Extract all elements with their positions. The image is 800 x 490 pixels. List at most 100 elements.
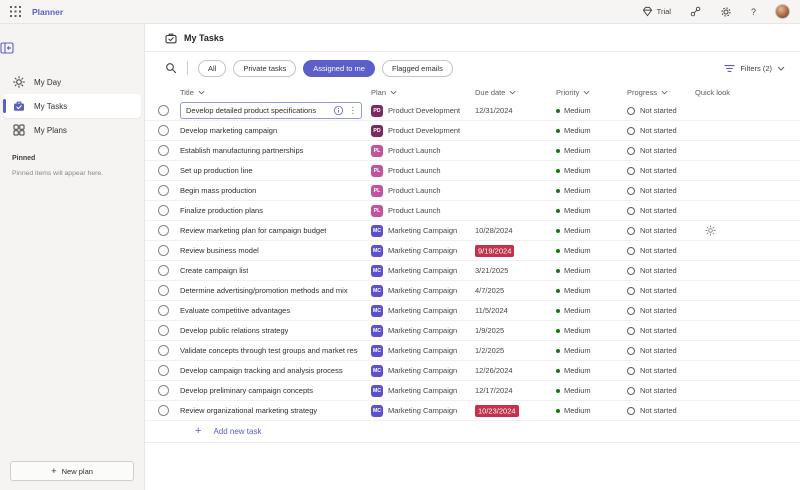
column-header-priority[interactable]: Priority [551,88,622,97]
task-due-date[interactable]: 11/5/2024 [470,306,551,315]
task-progress[interactable]: Not started [622,386,690,395]
table-row[interactable]: Set up production line ⋮ PL Product Laun… [145,161,800,181]
radio-circle-icon[interactable] [158,145,169,156]
task-complete-circle[interactable] [151,205,175,216]
task-title-cell[interactable]: Review organizational marketing strategy… [175,401,366,420]
task-plan[interactable]: PL Product Launch [366,165,470,177]
search-icon[interactable] [165,62,177,74]
radio-circle-icon[interactable] [158,365,169,376]
radio-circle-icon[interactable] [158,265,169,276]
task-due-date[interactable]: 10/23/2024 [470,406,551,415]
trial-badge[interactable]: Trial [642,6,671,17]
task-priority[interactable]: Medium [551,266,622,275]
column-header-title[interactable]: Title [175,88,366,97]
task-progress[interactable]: Not started [622,266,690,275]
task-priority[interactable]: Medium [551,286,622,295]
task-progress[interactable]: Not started [622,106,690,115]
task-due-date[interactable]: 9/19/2024 [470,246,551,255]
task-priority[interactable]: Medium [551,166,622,175]
table-row[interactable]: Develop marketing campaign ⋮ PD Product … [145,121,800,141]
task-title-cell[interactable]: Validate concepts through test groups an… [175,341,366,360]
task-title-cell[interactable]: Finalize production plans ⋮ [175,201,366,220]
task-title-cell[interactable]: Develop campaign tracking and analysis p… [175,361,366,380]
task-plan[interactable]: MC Marketing Campaign [366,405,470,417]
task-quick-look[interactable] [690,385,800,396]
column-header-progress[interactable]: Progress [622,88,690,97]
task-plan[interactable]: MC Marketing Campaign [366,385,470,397]
sidebar-item-my-tasks[interactable]: My Tasks [3,94,141,118]
task-priority[interactable]: Medium [551,186,622,195]
pill-flagged-emails[interactable]: Flagged emails [382,60,453,77]
task-due-date[interactable]: 4/7/2025 [470,286,551,295]
task-progress[interactable]: Not started [622,166,690,175]
table-row[interactable]: Establish manufacturing partnerships ⋮ P… [145,141,800,161]
sidebar-item-my-day[interactable]: My Day [3,70,141,94]
pill-assigned-to-me[interactable]: Assigned to me [303,60,375,77]
task-title-cell[interactable]: Develop preliminary campaign concepts ⋮ [175,381,366,400]
task-complete-circle[interactable] [151,185,175,196]
table-row[interactable]: Review marketing plan for campaign budge… [145,221,800,241]
task-title-cell[interactable]: Evaluate competitive advantages ⋮ [175,301,366,320]
task-priority[interactable]: Medium [551,226,622,235]
column-header-plan[interactable]: Plan [366,88,470,97]
radio-circle-icon[interactable] [158,285,169,296]
table-row[interactable]: Review organizational marketing strategy… [145,401,800,421]
task-progress[interactable]: Not started [622,366,690,375]
task-title-cell[interactable]: Develop detailed product specifications … [175,101,366,120]
help-icon[interactable]: ? [751,7,756,17]
task-plan[interactable]: MC Marketing Campaign [366,265,470,277]
task-due-date[interactable]: 10/28/2024 [470,226,551,235]
radio-circle-icon[interactable] [158,205,169,216]
task-quick-look[interactable] [690,365,800,376]
task-complete-circle[interactable] [151,165,175,176]
radio-circle-icon[interactable] [158,245,169,256]
table-row[interactable]: Begin mass production ⋮ PL Product Launc… [145,181,800,201]
task-due-date[interactable]: 1/2/2025 [470,346,551,355]
task-quick-look[interactable] [690,185,800,196]
task-quick-look[interactable] [690,125,800,136]
task-progress[interactable]: Not started [622,286,690,295]
task-title-cell[interactable]: Begin mass production ⋮ [175,181,366,200]
radio-circle-icon[interactable] [158,105,169,116]
task-plan[interactable]: PL Product Launch [366,205,470,217]
app-launcher-icon[interactable] [10,6,21,17]
more-options-icon[interactable]: ⋮ [349,106,358,115]
radio-circle-icon[interactable] [158,345,169,356]
task-complete-circle[interactable] [151,325,175,336]
task-complete-circle[interactable] [151,365,175,376]
task-complete-circle[interactable] [151,265,175,276]
task-plan[interactable]: MC Marketing Campaign [366,245,470,257]
task-complete-circle[interactable] [151,225,175,236]
task-quick-look[interactable] [690,165,800,176]
task-complete-circle[interactable] [151,385,175,396]
task-title-cell[interactable]: Determine advertising/promotion methods … [175,281,366,300]
task-priority[interactable]: Medium [551,306,622,315]
task-complete-circle[interactable] [151,105,175,116]
task-plan[interactable]: MC Marketing Campaign [366,345,470,357]
task-progress[interactable]: Not started [622,326,690,335]
task-priority[interactable]: Medium [551,126,622,135]
task-due-date[interactable]: 12/31/2024 [470,106,551,115]
radio-circle-icon[interactable] [158,405,169,416]
add-new-task-button[interactable]: + Add new task [145,421,800,443]
settings-gear-icon[interactable] [720,6,732,18]
task-plan[interactable]: MC Marketing Campaign [366,365,470,377]
task-priority[interactable]: Medium [551,406,622,415]
task-quick-look[interactable] [690,105,800,116]
task-quick-look[interactable] [690,145,800,156]
task-title-cell[interactable]: Set up production line ⋮ [175,161,366,180]
task-title-cell[interactable]: Develop marketing campaign ⋮ [175,121,366,140]
new-plan-button[interactable]: + New plan [10,461,134,481]
task-plan[interactable]: MC Marketing Campaign [366,305,470,317]
task-complete-circle[interactable] [151,125,175,136]
task-priority[interactable]: Medium [551,326,622,335]
task-priority[interactable]: Medium [551,346,622,355]
task-plan[interactable]: PL Product Launch [366,185,470,197]
task-progress[interactable]: Not started [622,206,690,215]
task-plan[interactable]: MC Marketing Campaign [366,285,470,297]
radio-circle-icon[interactable] [158,165,169,176]
table-row[interactable]: Create campaign list ⋮ MC Marketing Camp… [145,261,800,281]
user-avatar[interactable] [775,4,790,19]
task-complete-circle[interactable] [151,345,175,356]
task-priority[interactable]: Medium [551,146,622,155]
